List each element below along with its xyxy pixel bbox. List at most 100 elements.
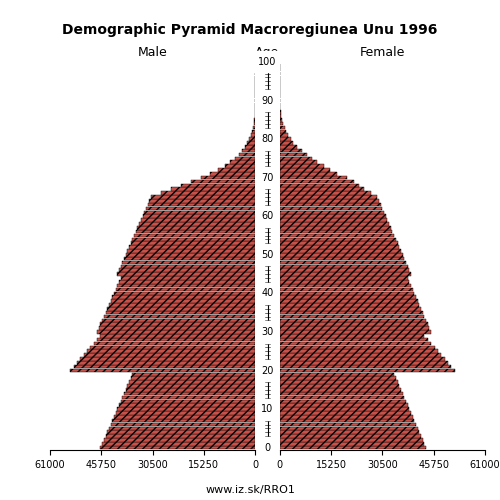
Text: 20: 20 [262,366,274,376]
Bar [280,242,398,245]
Bar [106,434,255,438]
Bar [181,184,255,187]
Bar [77,361,255,364]
Bar [254,122,255,126]
Bar [280,257,404,260]
Bar [104,438,255,442]
Bar [280,192,370,195]
Bar [280,149,301,152]
Bar [225,164,255,168]
Bar [280,388,401,392]
Bar [106,311,255,314]
Title: Male: Male [138,46,168,59]
Bar [280,264,407,268]
Text: 30: 30 [262,327,274,337]
Bar [280,188,364,191]
Bar [280,172,337,176]
Bar [280,415,412,418]
Bar [280,423,416,426]
Bar [130,242,255,245]
Bar [280,380,398,384]
Bar [280,260,406,264]
Bar [144,210,255,214]
Bar [102,318,255,322]
Bar [280,419,414,422]
Bar [100,334,255,338]
Bar [280,315,424,318]
Bar [280,210,384,214]
Bar [280,292,414,295]
Bar [87,350,255,353]
Bar [280,238,396,241]
Bar [254,114,255,117]
Bar [218,168,255,172]
Bar [280,180,354,184]
Bar [248,141,255,144]
Bar [146,206,255,210]
Bar [280,126,284,130]
Bar [280,114,281,117]
Text: 80: 80 [262,134,274,144]
Bar [110,423,255,426]
Bar [280,222,389,226]
Bar [280,426,417,430]
Text: 60: 60 [262,211,274,221]
Bar [280,392,402,396]
Bar [280,400,406,403]
Bar [74,365,255,368]
Bar [280,199,379,202]
Bar [129,380,255,384]
Bar [104,315,255,318]
Bar [280,303,419,306]
Bar [107,430,255,434]
Bar [128,384,255,388]
Bar [99,326,255,330]
Bar [280,276,407,280]
Bar [120,400,255,403]
Bar [280,280,409,283]
Bar [171,188,255,191]
Bar [280,300,417,303]
Bar [280,446,426,450]
Bar [151,195,255,198]
Bar [142,214,255,218]
Bar [280,430,419,434]
Bar [280,168,330,172]
Bar [280,138,290,141]
Bar [102,442,255,446]
Bar [280,246,399,249]
Bar [280,141,293,144]
Text: 70: 70 [262,172,274,182]
Bar [280,214,386,218]
Bar [136,230,255,234]
Bar [280,152,306,156]
Bar [252,130,255,133]
Text: 100: 100 [258,57,276,67]
Title: Age: Age [256,46,280,59]
Bar [141,218,255,222]
Title: Female: Female [360,46,405,59]
Bar [109,426,255,430]
Bar [230,160,255,164]
Bar [280,357,444,360]
Bar [280,396,404,400]
Text: 40: 40 [262,288,274,298]
Bar [280,330,431,334]
Bar [84,354,255,357]
Bar [250,138,255,141]
Bar [210,172,255,176]
Bar [118,284,255,288]
Bar [280,365,452,368]
Bar [80,357,255,360]
Bar [149,199,255,202]
Bar [280,384,399,388]
Bar [129,246,255,249]
Bar [280,288,412,292]
Bar [280,203,380,206]
Bar [132,372,255,376]
Bar [280,350,438,353]
Bar [280,307,421,310]
Bar [280,376,396,380]
Bar [280,272,411,276]
Bar [132,238,255,241]
